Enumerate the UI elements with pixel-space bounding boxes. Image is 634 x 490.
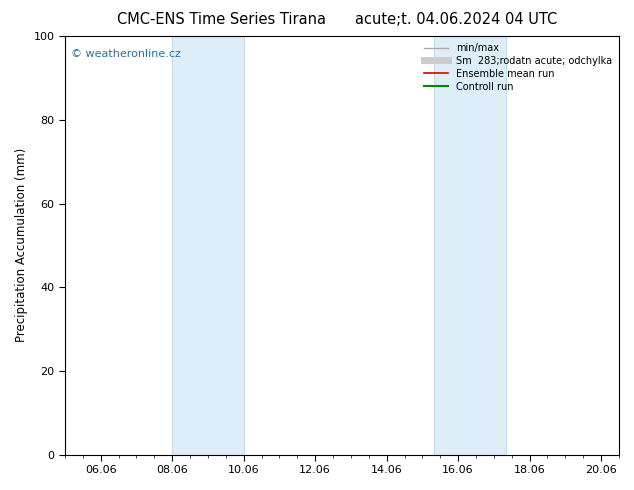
Text: acute;t. 04.06.2024 04 UTC: acute;t. 04.06.2024 04 UTC — [355, 12, 558, 27]
Bar — [434, 36, 506, 455]
Bar — [172, 36, 243, 455]
Legend: min/max, Sm  283;rodatn acute; odchylka, Ensemble mean run, Controll run: min/max, Sm 283;rodatn acute; odchylka, … — [420, 39, 616, 96]
Text: CMC-ENS Time Series Tirana: CMC-ENS Time Series Tirana — [117, 12, 327, 27]
Text: © weatheronline.cz: © weatheronline.cz — [70, 49, 181, 59]
Y-axis label: Precipitation Accumulation (mm): Precipitation Accumulation (mm) — [15, 148, 28, 343]
